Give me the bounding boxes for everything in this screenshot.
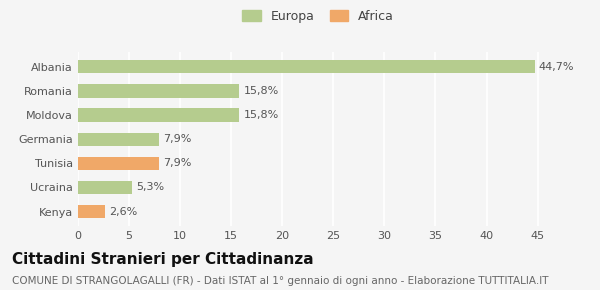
Bar xyxy=(78,181,132,194)
Bar xyxy=(78,60,535,73)
Text: 2,6%: 2,6% xyxy=(109,207,137,217)
Text: 15,8%: 15,8% xyxy=(244,86,278,96)
Bar xyxy=(78,205,104,218)
Text: Cittadini Stranieri per Cittadinanza: Cittadini Stranieri per Cittadinanza xyxy=(12,252,314,267)
Bar xyxy=(78,157,158,170)
Text: 5,3%: 5,3% xyxy=(136,182,164,193)
Text: 15,8%: 15,8% xyxy=(244,110,278,120)
Text: 44,7%: 44,7% xyxy=(539,62,574,72)
Bar xyxy=(78,108,239,122)
Bar xyxy=(78,84,239,97)
Text: 7,9%: 7,9% xyxy=(163,134,191,144)
Legend: Europa, Africa: Europa, Africa xyxy=(238,6,398,27)
Text: 7,9%: 7,9% xyxy=(163,158,191,168)
Bar xyxy=(78,133,158,146)
Text: COMUNE DI STRANGOLAGALLI (FR) - Dati ISTAT al 1° gennaio di ogni anno - Elaboraz: COMUNE DI STRANGOLAGALLI (FR) - Dati IST… xyxy=(12,276,548,285)
